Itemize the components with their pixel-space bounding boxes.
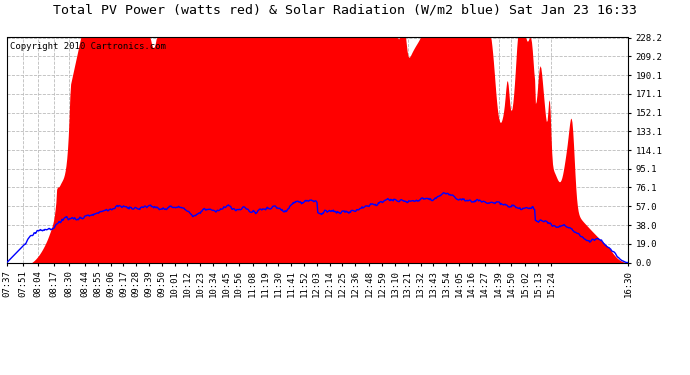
Text: Total PV Power (watts red) & Solar Radiation (W/m2 blue) Sat Jan 23 16:33: Total PV Power (watts red) & Solar Radia… <box>53 4 637 17</box>
Text: Copyright 2010 Cartronics.com: Copyright 2010 Cartronics.com <box>10 42 166 51</box>
